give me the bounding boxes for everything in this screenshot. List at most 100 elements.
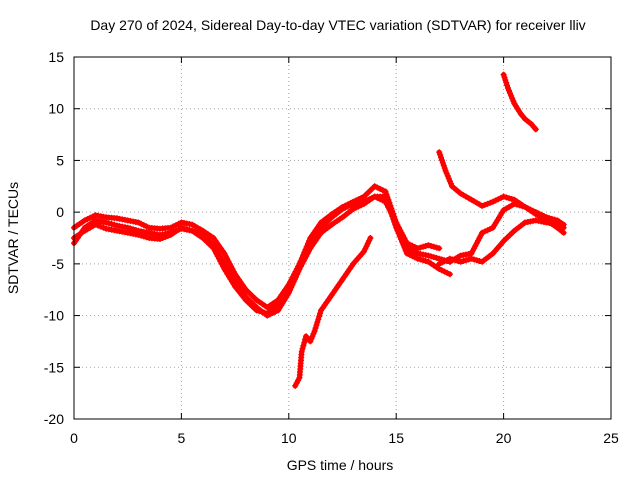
- data-point: [82, 217, 88, 223]
- data-point: [297, 375, 302, 381]
- y-tick-label: -20: [44, 411, 64, 427]
- data-point: [312, 328, 318, 334]
- series-track-8: [500, 71, 539, 133]
- plot-frame: [73, 56, 612, 420]
- data-point: [264, 311, 270, 316]
- data-point: [103, 220, 109, 225]
- data-point: [490, 251, 496, 256]
- data-point: [303, 333, 309, 339]
- data-point: [415, 256, 421, 262]
- data-point: [103, 214, 109, 220]
- data-point: [254, 307, 260, 313]
- data-point: [449, 183, 455, 189]
- data-point: [533, 217, 539, 223]
- x-tick-label: 5: [178, 430, 186, 446]
- x-tick-label: 25: [603, 430, 619, 446]
- x-axis-label: GPS time / hours: [287, 457, 394, 473]
- data-point: [329, 292, 335, 298]
- data-point: [157, 226, 163, 232]
- series-track-3: [71, 183, 453, 317]
- data-point: [211, 235, 217, 241]
- data-point: [544, 217, 550, 223]
- data-point: [501, 72, 507, 78]
- data-point: [436, 256, 442, 262]
- series-path: [71, 183, 453, 316]
- data-point: [318, 230, 324, 236]
- y-tick-label: 0: [56, 204, 64, 220]
- series-markers: [71, 183, 453, 317]
- data-point: [299, 349, 305, 355]
- data-point: [501, 238, 507, 244]
- x-tick-label: 10: [281, 430, 297, 446]
- data-point: [157, 236, 163, 242]
- series-markers: [71, 193, 453, 319]
- series-track-6: [436, 217, 567, 267]
- data-point: [501, 207, 507, 213]
- data-point: [361, 194, 367, 200]
- data-point: [221, 251, 227, 256]
- data-point: [383, 189, 388, 194]
- data-point: [372, 183, 378, 189]
- data-point: [529, 121, 534, 127]
- x-tick-label: 15: [388, 430, 404, 446]
- data-point: [125, 217, 131, 223]
- data-point: [168, 225, 174, 231]
- data-point: [479, 203, 485, 209]
- data-point: [443, 168, 449, 174]
- data-point: [518, 111, 524, 117]
- data-point: [135, 232, 141, 238]
- y-tick-label: -5: [52, 256, 65, 272]
- data-point: [286, 287, 292, 293]
- series-path: [71, 194, 442, 310]
- data-point: [125, 230, 131, 236]
- y-tick-label: 5: [56, 152, 64, 168]
- data-point: [114, 215, 120, 221]
- data-point: [372, 194, 378, 200]
- data-point: [221, 266, 227, 272]
- data-point: [135, 220, 141, 225]
- series-track-7: [446, 200, 567, 265]
- data-point: [178, 225, 184, 231]
- data-point: [522, 220, 528, 225]
- data-point: [468, 251, 474, 256]
- data-point: [340, 204, 345, 210]
- data-point: [93, 217, 98, 223]
- data-point: [318, 307, 324, 313]
- series-track-2: [71, 193, 453, 319]
- data-point: [393, 220, 399, 225]
- chart-title: Day 270 of 2024, Sidereal Day-to-day VTE…: [90, 17, 585, 33]
- data-point: [505, 85, 511, 91]
- series-track-1: [71, 193, 443, 311]
- series-track-4: [292, 235, 374, 389]
- data-point: [243, 297, 249, 303]
- data-point: [522, 116, 528, 122]
- data-point: [479, 259, 485, 265]
- x-tick-label: 20: [496, 430, 512, 446]
- data-point: [554, 217, 560, 223]
- data-point: [458, 259, 464, 265]
- data-point: [125, 225, 131, 231]
- data-point: [340, 214, 345, 220]
- data-point: [307, 235, 313, 241]
- data-point: [425, 253, 431, 259]
- series-markers: [446, 200, 567, 265]
- data-point: [458, 253, 464, 259]
- data-point: [511, 101, 517, 106]
- data-point: [436, 261, 442, 267]
- data-point: [361, 248, 367, 254]
- y-tick-label: -10: [44, 308, 64, 324]
- data-point: [292, 383, 298, 389]
- data-point: [511, 228, 517, 234]
- data-point: [490, 225, 496, 231]
- data-point: [447, 259, 453, 265]
- data-point: [297, 261, 302, 267]
- data-point: [350, 206, 356, 212]
- data-point: [350, 261, 356, 267]
- data-point: [82, 228, 88, 234]
- data-point: [468, 197, 474, 203]
- data-point: [211, 245, 217, 251]
- data-point: [329, 211, 335, 217]
- data-point: [168, 232, 174, 238]
- data-point: [93, 222, 98, 228]
